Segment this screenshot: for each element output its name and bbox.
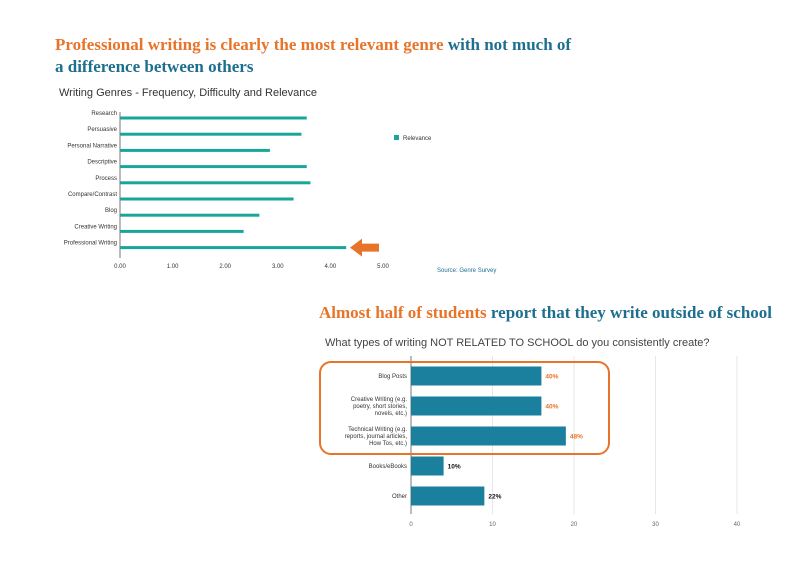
outside-school-writing-chart: What types of writing NOT RELATED TO SCH… xyxy=(319,337,741,528)
headline-outside-school: Almost half of students report that they… xyxy=(319,302,779,324)
chart1-category-label: Professional Writing xyxy=(64,241,117,247)
chart1-x-tick: 0.00 xyxy=(114,264,126,270)
chart2-category-label: reports, journal articles, xyxy=(345,434,408,440)
chart1-x-tick: 2.00 xyxy=(219,264,231,270)
chart2-x-tick: 30 xyxy=(652,522,659,528)
chart2-category-label: poetry, short stories, xyxy=(353,404,407,410)
chart1-x-tick: 5.00 xyxy=(377,264,389,270)
chart1-bar xyxy=(120,181,311,185)
chart2-title: What types of writing NOT RELATED TO SCH… xyxy=(325,337,710,349)
chart1-legend-swatch xyxy=(394,135,399,140)
chart2-category-label: How Tos, etc.) xyxy=(369,441,407,447)
chart2-data-label: 40% xyxy=(545,374,558,381)
chart2-bar xyxy=(411,456,444,476)
chart1-arrow-icon xyxy=(350,238,379,257)
chart1-category-label: Blog xyxy=(105,208,117,214)
chart2-data-label: 40% xyxy=(545,404,558,411)
chart1-bar xyxy=(120,229,244,233)
chart1-x-tick: 4.00 xyxy=(325,264,337,270)
chart1-bar xyxy=(120,132,302,136)
headline-relevance: Professional writing is clearly the most… xyxy=(55,34,575,78)
chart2-x-tick: 20 xyxy=(571,522,578,528)
headline-outside-highlight: Almost half of students xyxy=(319,303,487,322)
chart1-category-label: Personal Narrative xyxy=(67,143,117,149)
chart1-category-label: Persuasive xyxy=(87,127,117,133)
chart1-bar xyxy=(120,116,307,120)
chart2-category-label: Other xyxy=(392,494,407,500)
chart2-data-label: 48% xyxy=(570,434,583,441)
chart1-category-label: Compare/Contrast xyxy=(68,192,117,198)
chart1-category-label: Research xyxy=(91,111,117,117)
chart1-title: Writing Genres - Frequency, Difficulty a… xyxy=(59,87,317,99)
chart2-x-tick: 40 xyxy=(734,522,741,528)
chart2-bar xyxy=(411,486,485,506)
chart2-bar xyxy=(411,426,566,446)
chart2-bar xyxy=(411,366,542,386)
chart1-category-label: Process xyxy=(95,176,117,182)
chart1-bar xyxy=(120,197,294,201)
chart2-category-label: Blog Posts xyxy=(378,374,407,380)
chart2-category-label: novels, etc.) xyxy=(375,411,407,417)
chart1-legend-label: Relevance xyxy=(403,136,432,142)
chart1-x-tick: 3.00 xyxy=(272,264,284,270)
chart1-category-label: Creative Writing xyxy=(74,224,117,230)
chart1-x-tick: 1.00 xyxy=(167,264,179,270)
chart2-highlight-box xyxy=(319,361,610,455)
headline-relevance-rest: with not much of a difference between ot… xyxy=(55,35,572,76)
chart1-category-label: Descriptive xyxy=(87,160,117,166)
headline-relevance-highlight: Professional writing is clearly the most… xyxy=(55,35,444,54)
chart2-category-label: Creative Writing (e.g. xyxy=(351,397,408,403)
chart2-category-label: Books/eBooks xyxy=(369,464,407,470)
chart2-data-label: 10% xyxy=(448,464,461,471)
chart2-bar xyxy=(411,396,542,416)
chart1-bar xyxy=(120,165,307,169)
chart2-x-tick: 0 xyxy=(409,522,413,528)
chart2-category-label: Technical Writing (e.g. xyxy=(348,427,407,433)
chart1-bar xyxy=(120,148,270,152)
headline-outside-rest: report that they write outside of school xyxy=(486,303,772,322)
chart2-x-tick: 10 xyxy=(489,522,496,528)
chart1-source: Source: Genre Survey xyxy=(437,268,496,274)
writing-genres-chart: Writing Genres - Frequency, Difficulty a… xyxy=(59,87,496,274)
chart2-data-label: 22% xyxy=(488,494,501,501)
chart1-bar xyxy=(120,246,347,250)
chart1-bar xyxy=(120,213,260,217)
